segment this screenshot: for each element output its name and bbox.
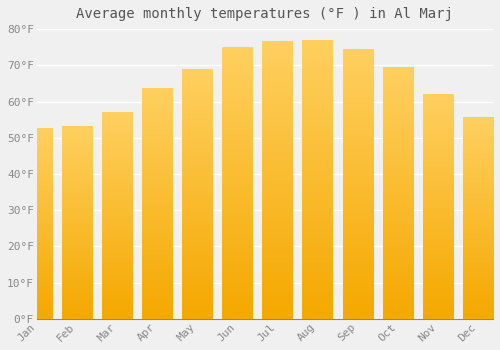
Bar xyxy=(382,67,413,319)
Bar xyxy=(142,89,172,319)
Title: Average monthly temperatures (°F ) in Al Marj: Average monthly temperatures (°F ) in Al… xyxy=(76,7,454,21)
Bar xyxy=(222,47,252,319)
Bar xyxy=(22,129,52,319)
Bar xyxy=(463,118,493,319)
Bar xyxy=(342,49,372,319)
Bar xyxy=(302,40,332,319)
Bar xyxy=(423,94,453,319)
Bar xyxy=(62,127,92,319)
Bar xyxy=(182,69,212,319)
Bar xyxy=(102,112,132,319)
Bar xyxy=(262,42,292,319)
